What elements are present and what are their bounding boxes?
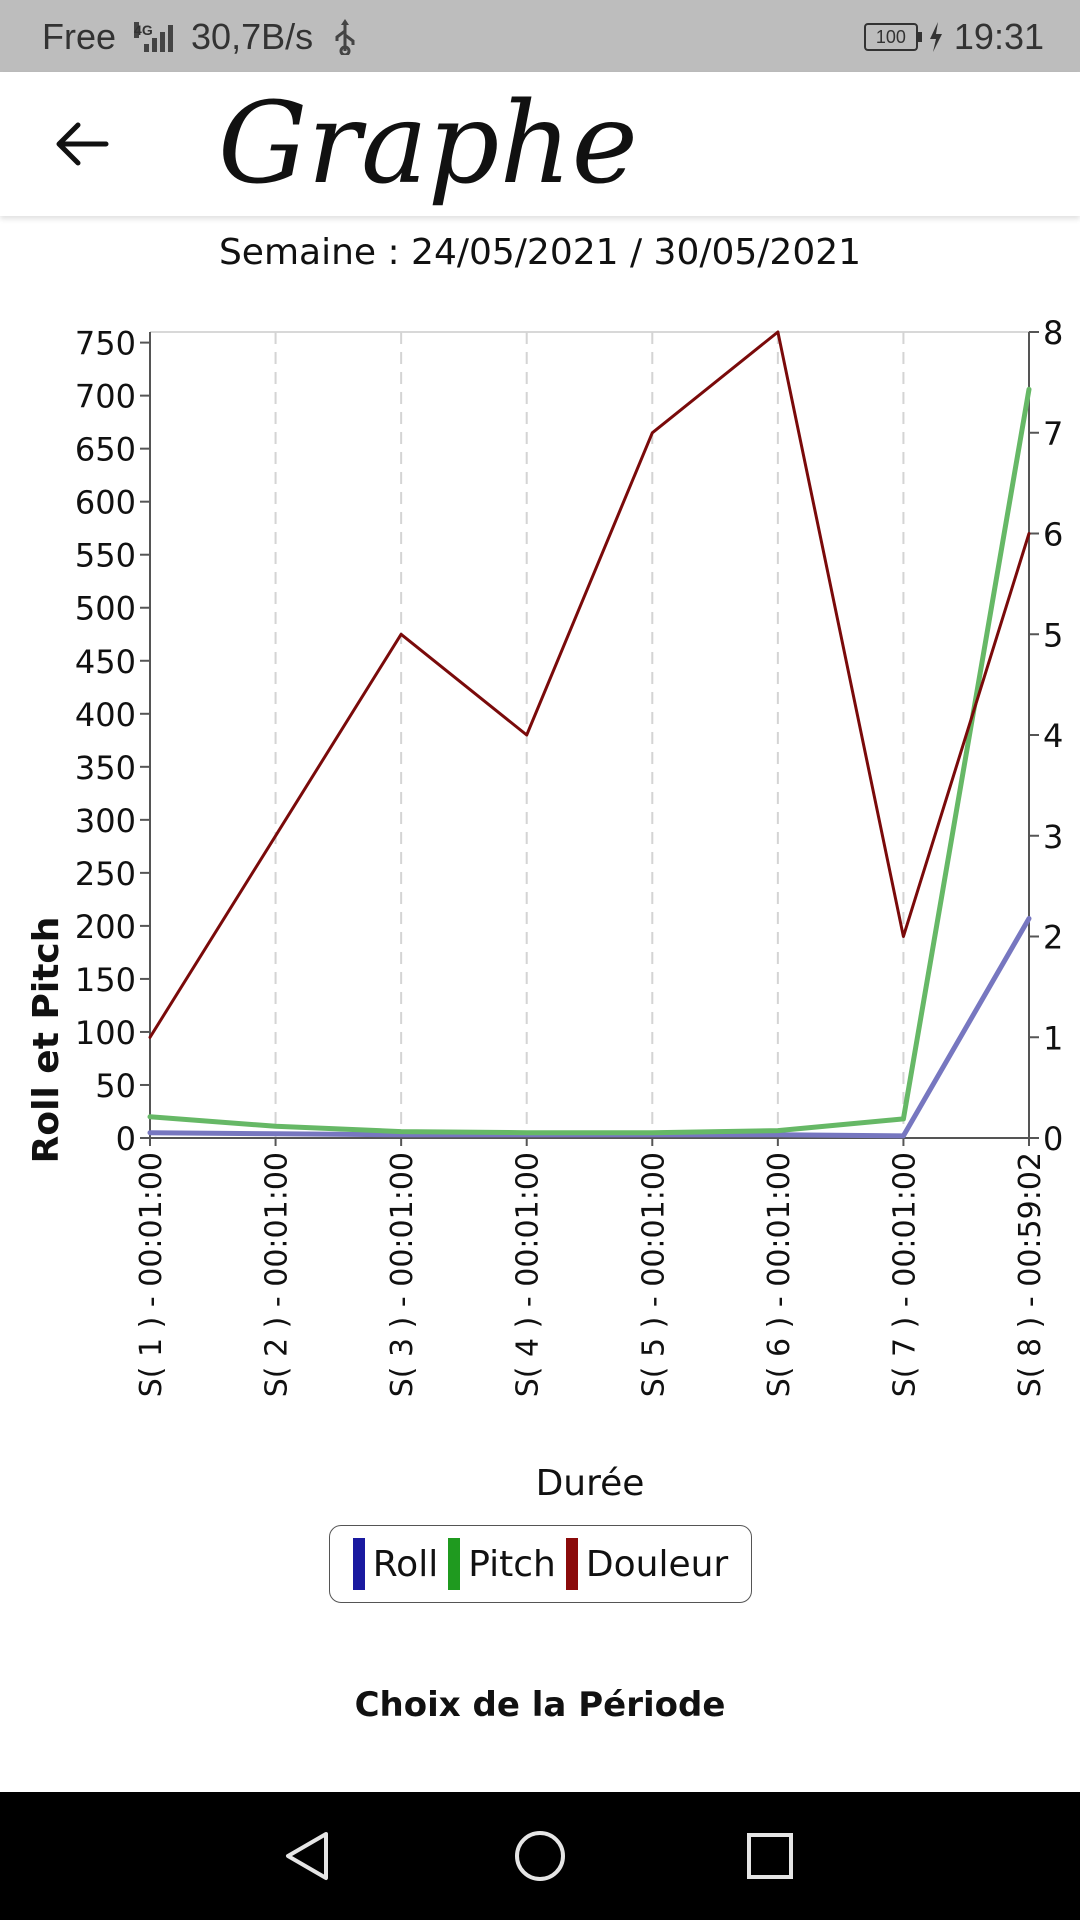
y-tick-label: 400 bbox=[75, 696, 136, 734]
y-tick-label: 600 bbox=[75, 484, 136, 522]
status-right: 100 19:31 bbox=[863, 16, 1044, 58]
y2-tick-label: 4 bbox=[1043, 717, 1063, 755]
x-tick-label: S( 7 ) - 00:01:00 bbox=[887, 1152, 922, 1397]
page-title: Graphe bbox=[218, 79, 638, 209]
usb-icon bbox=[335, 19, 355, 55]
status-bar: Free 4G 30,7B/s 100 19:31 bbox=[0, 0, 1080, 72]
y-tick-label: 0 bbox=[116, 1120, 136, 1158]
legend-swatch-roll bbox=[352, 1538, 365, 1590]
legend-label-douleur: Douleur bbox=[585, 1543, 729, 1585]
x-tick-label: S( 3 ) - 00:01:00 bbox=[385, 1152, 420, 1397]
tick-labels: 0501001502002503003504004505005506006507… bbox=[75, 314, 1063, 1397]
week-label: Semaine : 24/05/2021 / 30/05/2021 bbox=[218, 232, 862, 273]
signal-icon: 4G bbox=[134, 22, 174, 52]
y2-tick-label: 2 bbox=[1043, 919, 1063, 957]
period-chooser-button[interactable]: Choix de la Période bbox=[354, 1685, 726, 1725]
chart-legend: Roll Pitch Douleur bbox=[329, 1525, 752, 1603]
nav-recents-icon[interactable] bbox=[740, 1826, 800, 1886]
x-tick-label: S( 5 ) - 00:01:00 bbox=[636, 1152, 671, 1397]
y-tick-label: 750 bbox=[75, 325, 136, 363]
series-line-roll bbox=[147, 916, 1032, 1139]
chart-series bbox=[147, 330, 1032, 1139]
legend-label-pitch: Pitch bbox=[468, 1543, 556, 1585]
legend-item-roll: Roll bbox=[352, 1538, 439, 1590]
y2-tick-label: 8 bbox=[1043, 314, 1063, 352]
y2-tick-label: 6 bbox=[1043, 516, 1063, 554]
y-axis-label: Roll et Pitch bbox=[26, 917, 67, 1164]
app-bar: Graphe bbox=[0, 72, 1080, 216]
y2-tick-label: 5 bbox=[1043, 616, 1063, 654]
x-tick-label: S( 8 ) - 00:59:02 bbox=[1013, 1152, 1048, 1397]
net-speed: 30,7B/s bbox=[191, 16, 314, 57]
carrier-label: Free bbox=[42, 16, 117, 57]
network-type: 4G bbox=[134, 22, 153, 38]
series-line-pitch bbox=[147, 386, 1032, 1136]
battery-icon: 100 bbox=[863, 23, 922, 51]
y-tick-label: 50 bbox=[95, 1067, 136, 1105]
y-tick-label: 100 bbox=[75, 1014, 136, 1052]
y-tick-label: 150 bbox=[75, 961, 136, 999]
x-axis-label: Durée bbox=[536, 1463, 645, 1500]
line-chart: 0501001502002503003504004505005506006507… bbox=[26, 314, 1063, 1500]
y-tick-label: 700 bbox=[75, 378, 136, 416]
navigation-bar bbox=[0, 1792, 1080, 1920]
y-tick-label: 550 bbox=[75, 537, 136, 575]
legend-swatch-pitch bbox=[448, 1538, 461, 1590]
legend-item-douleur: Douleur bbox=[565, 1538, 729, 1590]
x-tick-label: S( 6 ) - 00:01:00 bbox=[762, 1152, 797, 1397]
clock: 19:31 bbox=[953, 16, 1044, 57]
series-line-douleur bbox=[148, 330, 1031, 1039]
y-tick-label: 350 bbox=[75, 749, 136, 787]
x-tick-label: S( 4 ) - 00:01:00 bbox=[511, 1152, 546, 1397]
charging-icon bbox=[929, 22, 942, 52]
x-tick-label: S( 1 ) - 00:01:00 bbox=[134, 1152, 169, 1397]
y-tick-label: 500 bbox=[75, 590, 136, 628]
y-tick-label: 250 bbox=[75, 855, 136, 893]
y-tick-label: 300 bbox=[75, 802, 136, 840]
x-tick-label: S( 2 ) - 00:01:00 bbox=[260, 1152, 295, 1397]
y2-tick-label: 7 bbox=[1043, 415, 1063, 453]
legend-label-roll: Roll bbox=[372, 1543, 439, 1585]
grid-lines bbox=[150, 331, 1030, 1138]
arrow-back-icon[interactable] bbox=[52, 114, 112, 174]
nav-back-icon[interactable] bbox=[278, 1826, 338, 1886]
legend-item-pitch: Pitch bbox=[448, 1538, 556, 1590]
y2-tick-label: 1 bbox=[1043, 1019, 1063, 1057]
y-tick-label: 650 bbox=[75, 431, 136, 469]
legend-swatch-douleur bbox=[565, 1538, 578, 1590]
status-left: Free 4G 30,7B/s bbox=[42, 16, 359, 58]
nav-home-icon[interactable] bbox=[510, 1826, 570, 1886]
y-tick-label: 450 bbox=[75, 643, 136, 681]
y-tick-label: 200 bbox=[75, 908, 136, 946]
y2-tick-label: 3 bbox=[1043, 818, 1063, 856]
y2-tick-label: 0 bbox=[1043, 1120, 1063, 1158]
